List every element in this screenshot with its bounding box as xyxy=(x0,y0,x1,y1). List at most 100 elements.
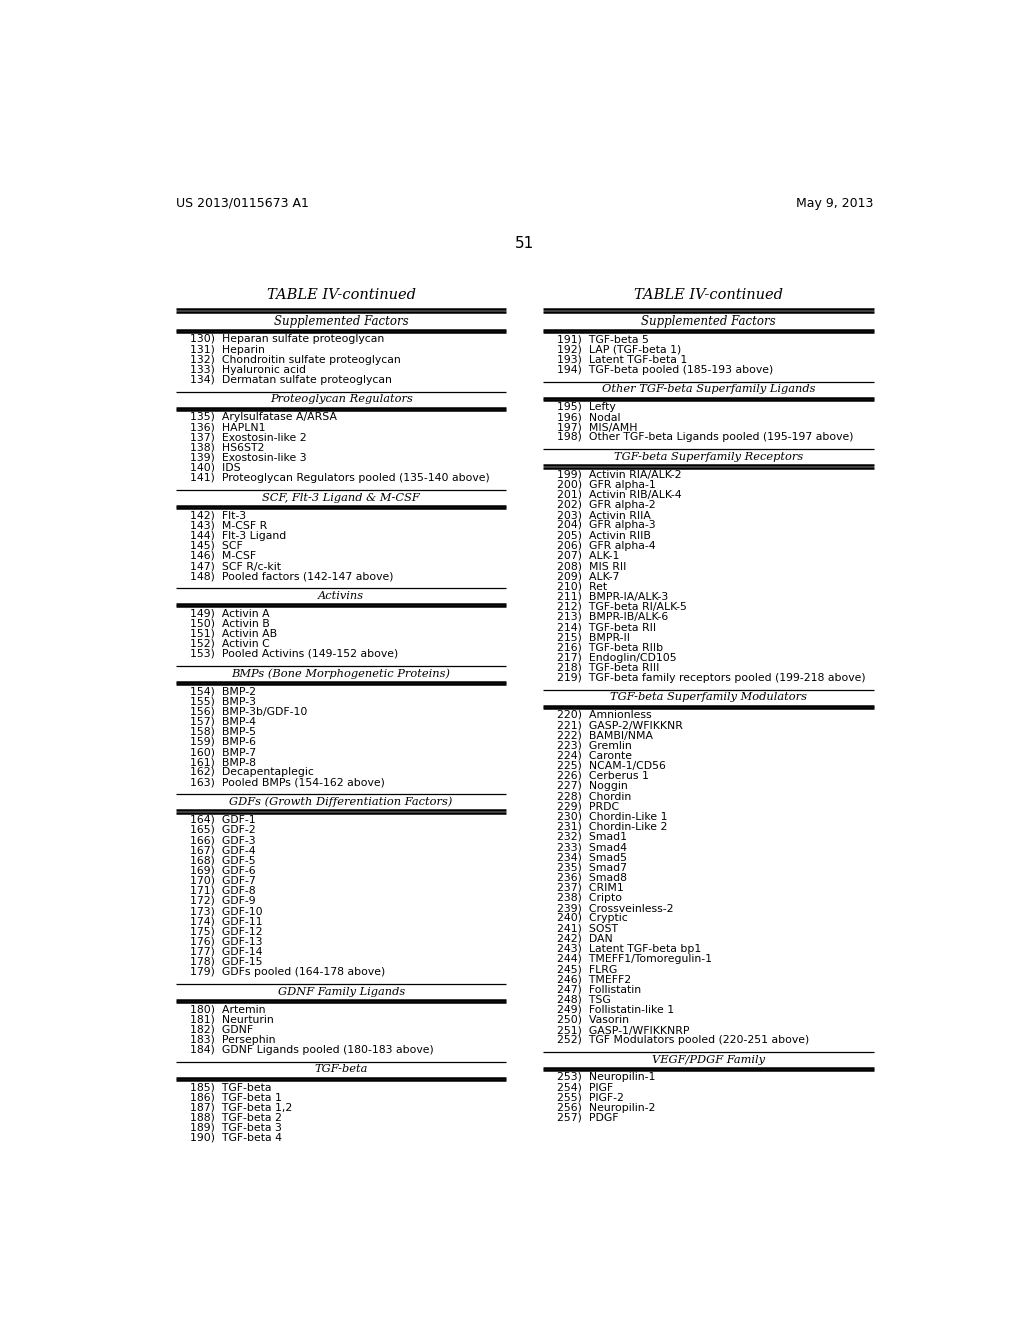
Text: 155)  BMP-3: 155) BMP-3 xyxy=(190,696,256,706)
Text: 144)  Flt-3 Ligand: 144) Flt-3 Ligand xyxy=(190,531,287,541)
Text: 213)  BMPR-IB/ALK-6: 213) BMPR-IB/ALK-6 xyxy=(557,612,669,622)
Text: 149)  Activin A: 149) Activin A xyxy=(190,609,269,618)
Text: 254)  PlGF: 254) PlGF xyxy=(557,1082,613,1093)
Text: 257)  PDGF: 257) PDGF xyxy=(557,1113,618,1123)
Text: 169)  GDF-6: 169) GDF-6 xyxy=(190,866,256,875)
Text: 218)  TGF-beta RIII: 218) TGF-beta RIII xyxy=(557,663,659,673)
Text: 239)  Crossveinless-2: 239) Crossveinless-2 xyxy=(557,903,674,913)
Text: 236)  Smad8: 236) Smad8 xyxy=(557,873,628,883)
Text: 174)  GDF-11: 174) GDF-11 xyxy=(190,916,262,927)
Text: 177)  GDF-14: 177) GDF-14 xyxy=(190,946,262,957)
Text: 200)  GFR alpha-1: 200) GFR alpha-1 xyxy=(557,479,656,490)
Text: 163)  Pooled BMPs (154-162 above): 163) Pooled BMPs (154-162 above) xyxy=(190,777,385,788)
Text: SCF, Flt-3 Ligand & M-CSF: SCF, Flt-3 Ligand & M-CSF xyxy=(262,492,420,503)
Text: 212)  TGF-beta RI/ALK-5: 212) TGF-beta RI/ALK-5 xyxy=(557,602,687,611)
Text: 152)  Activin C: 152) Activin C xyxy=(190,639,269,649)
Text: 229)  PRDC: 229) PRDC xyxy=(557,801,620,812)
Text: 220)  Amnionless: 220) Amnionless xyxy=(557,710,652,719)
Text: 176)  GDF-13: 176) GDF-13 xyxy=(190,937,262,946)
Text: 162)  Decapentaplegic: 162) Decapentaplegic xyxy=(190,767,314,777)
Text: 132)  Chondroitin sulfate proteoglycan: 132) Chondroitin sulfate proteoglycan xyxy=(190,355,400,364)
Text: 199)  Activin RIA/ALK-2: 199) Activin RIA/ALK-2 xyxy=(557,470,682,479)
Text: TABLE IV-continued: TABLE IV-continued xyxy=(266,289,416,302)
Text: 165)  GDF-2: 165) GDF-2 xyxy=(190,825,256,834)
Text: 242)  DAN: 242) DAN xyxy=(557,933,613,944)
Text: 207)  ALK-1: 207) ALK-1 xyxy=(557,550,620,561)
Text: 183)  Persephin: 183) Persephin xyxy=(190,1035,275,1044)
Text: 138)  HS6ST2: 138) HS6ST2 xyxy=(190,442,264,453)
Text: 240)  Cryptic: 240) Cryptic xyxy=(557,913,628,923)
Text: Activins: Activins xyxy=(318,590,365,601)
Text: 136)  HAPLN1: 136) HAPLN1 xyxy=(190,422,265,432)
Text: May 9, 2013: May 9, 2013 xyxy=(797,197,873,210)
Text: 197)  MIS/AMH: 197) MIS/AMH xyxy=(557,422,638,432)
Text: VEGF/PDGF Family: VEGF/PDGF Family xyxy=(652,1055,765,1065)
Text: 158)  BMP-5: 158) BMP-5 xyxy=(190,727,256,737)
Text: 187)  TGF-beta 1,2: 187) TGF-beta 1,2 xyxy=(190,1102,292,1113)
Text: 168)  GDF-5: 168) GDF-5 xyxy=(190,855,256,866)
Text: 51: 51 xyxy=(515,235,535,251)
Text: 141)  Proteoglycan Regulators pooled (135-140 above): 141) Proteoglycan Regulators pooled (135… xyxy=(190,473,489,483)
Text: 130)  Heparan sulfate proteoglycan: 130) Heparan sulfate proteoglycan xyxy=(190,334,384,345)
Text: 201)  Activin RIB/ALK-4: 201) Activin RIB/ALK-4 xyxy=(557,490,682,500)
Text: 140)  IDS: 140) IDS xyxy=(190,463,241,473)
Text: 196)  Nodal: 196) Nodal xyxy=(557,412,621,422)
Text: 175)  GDF-12: 175) GDF-12 xyxy=(190,927,262,936)
Text: 150)  Activin B: 150) Activin B xyxy=(190,619,269,628)
Text: 231)  Chordin-Like 2: 231) Chordin-Like 2 xyxy=(557,822,668,832)
Text: US 2013/0115673 A1: US 2013/0115673 A1 xyxy=(176,197,309,210)
Text: 246)  TMEFF2: 246) TMEFF2 xyxy=(557,974,632,985)
Text: 214)  TGF-beta RII: 214) TGF-beta RII xyxy=(557,622,656,632)
Text: 217)  Endoglin/CD105: 217) Endoglin/CD105 xyxy=(557,652,677,663)
Text: 195)  Lefty: 195) Lefty xyxy=(557,403,616,412)
Text: 194)  TGF-beta pooled (185-193 above): 194) TGF-beta pooled (185-193 above) xyxy=(557,364,773,375)
Text: 148)  Pooled factors (142-147 above): 148) Pooled factors (142-147 above) xyxy=(190,572,393,581)
Text: 156)  BMP-3b/GDF-10: 156) BMP-3b/GDF-10 xyxy=(190,706,307,717)
Text: TGF-beta Superfamily Modulators: TGF-beta Superfamily Modulators xyxy=(610,692,807,702)
Text: 188)  TGF-beta 2: 188) TGF-beta 2 xyxy=(190,1113,282,1122)
Text: 228)  Chordin: 228) Chordin xyxy=(557,791,632,801)
Text: 237)  CRIM1: 237) CRIM1 xyxy=(557,883,624,892)
Text: 172)  GDF-9: 172) GDF-9 xyxy=(190,896,256,906)
Text: 153)  Pooled Activins (149-152 above): 153) Pooled Activins (149-152 above) xyxy=(190,649,398,659)
Text: 245)  FLRG: 245) FLRG xyxy=(557,964,617,974)
Text: Supplemented Factors: Supplemented Factors xyxy=(273,315,409,329)
Text: 147)  SCF R/c-kit: 147) SCF R/c-kit xyxy=(190,561,281,572)
Text: 189)  TGF-beta 3: 189) TGF-beta 3 xyxy=(190,1123,282,1133)
Text: 178)  GDF-15: 178) GDF-15 xyxy=(190,957,262,968)
Text: 145)  SCF: 145) SCF xyxy=(190,541,243,550)
Text: 216)  TGF-beta RIIb: 216) TGF-beta RIIb xyxy=(557,643,664,652)
Text: 190)  TGF-beta 4: 190) TGF-beta 4 xyxy=(190,1133,282,1143)
Text: 198)  Other TGF-beta Ligands pooled (195-197 above): 198) Other TGF-beta Ligands pooled (195-… xyxy=(557,433,854,442)
Text: 133)  Hyaluronic acid: 133) Hyaluronic acid xyxy=(190,364,306,375)
Text: 166)  GDF-3: 166) GDF-3 xyxy=(190,836,256,845)
Text: 243)  Latent TGF-beta bp1: 243) Latent TGF-beta bp1 xyxy=(557,944,701,954)
Text: 223)  Gremlin: 223) Gremlin xyxy=(557,741,632,751)
Text: 238)  Cripto: 238) Cripto xyxy=(557,892,623,903)
Text: 251)  GASP-1/WFIKKNRP: 251) GASP-1/WFIKKNRP xyxy=(557,1026,690,1035)
Text: 202)  GFR alpha-2: 202) GFR alpha-2 xyxy=(557,500,656,510)
Text: TGF-beta: TGF-beta xyxy=(314,1064,368,1074)
Text: 206)  GFR alpha-4: 206) GFR alpha-4 xyxy=(557,541,656,550)
Text: 134)  Dermatan sulfate proteoglycan: 134) Dermatan sulfate proteoglycan xyxy=(190,375,392,385)
Text: 205)  Activin RIIB: 205) Activin RIIB xyxy=(557,531,651,541)
Text: 167)  GDF-4: 167) GDF-4 xyxy=(190,845,256,855)
Text: 208)  MIS RII: 208) MIS RII xyxy=(557,561,627,572)
Text: Supplemented Factors: Supplemented Factors xyxy=(641,315,776,329)
Text: 219)  TGF-beta family receptors pooled (199-218 above): 219) TGF-beta family receptors pooled (1… xyxy=(557,673,866,682)
Text: 210)  Ret: 210) Ret xyxy=(557,581,607,591)
Text: 215)  BMPR-II: 215) BMPR-II xyxy=(557,632,631,643)
Text: 249)  Follistatin-like 1: 249) Follistatin-like 1 xyxy=(557,1005,675,1015)
Text: 137)  Exostosin-like 2: 137) Exostosin-like 2 xyxy=(190,433,306,442)
Text: 146)  M-CSF: 146) M-CSF xyxy=(190,550,256,561)
Text: 193)  Latent TGF-beta 1: 193) Latent TGF-beta 1 xyxy=(557,355,687,364)
Text: 222)  BAMBI/NMA: 222) BAMBI/NMA xyxy=(557,730,653,741)
Text: 191)  TGF-beta 5: 191) TGF-beta 5 xyxy=(557,334,649,345)
Text: 142)  Flt-3: 142) Flt-3 xyxy=(190,511,246,520)
Text: 171)  GDF-8: 171) GDF-8 xyxy=(190,886,256,896)
Text: 204)  GFR alpha-3: 204) GFR alpha-3 xyxy=(557,520,656,531)
Text: 252)  TGF Modulators pooled (220-251 above): 252) TGF Modulators pooled (220-251 abov… xyxy=(557,1035,810,1045)
Text: 186)  TGF-beta 1: 186) TGF-beta 1 xyxy=(190,1092,282,1102)
Text: 253)  Neuropilin-1: 253) Neuropilin-1 xyxy=(557,1072,655,1082)
Text: 192)  LAP (TGF-beta 1): 192) LAP (TGF-beta 1) xyxy=(557,345,682,355)
